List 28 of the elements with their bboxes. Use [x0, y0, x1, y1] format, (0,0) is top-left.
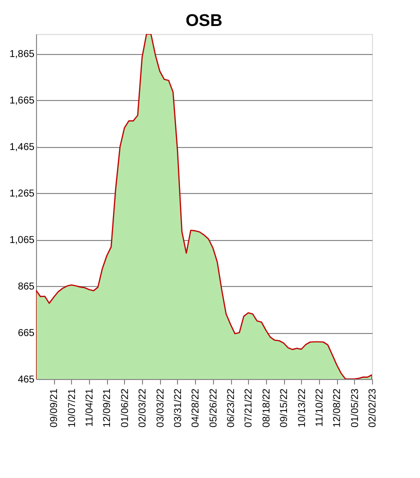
- chart-title: OSB: [186, 11, 222, 30]
- x-tick-label: 02/03/22: [138, 388, 149, 428]
- x-tick-label: 11/04/21: [84, 388, 96, 427]
- x-tick-label: 05/26/22: [208, 388, 220, 428]
- y-tick-label: 1,065: [9, 235, 35, 246]
- y-tick-label: 665: [18, 328, 35, 340]
- x-tick-label: 02/02/23: [368, 388, 378, 428]
- y-tick-label: 1,265: [9, 188, 35, 200]
- x-tick-label: 01/05/23: [350, 388, 361, 428]
- y-tick-label: 1,865: [9, 49, 35, 60]
- y-tick-label: 1,465: [9, 142, 35, 154]
- x-tick-label: 06/23/22: [226, 388, 238, 428]
- x-tick-label: 04/28/22: [190, 388, 202, 428]
- x-tick-label: 01/06/22: [120, 388, 131, 428]
- x-tick-label: 10/13/22: [296, 388, 308, 428]
- x-tick-label: 09/15/22: [279, 388, 290, 428]
- x-tick-label: 08/18/22: [261, 388, 272, 428]
- x-tick-label: 10/07/21: [66, 388, 78, 428]
- x-tick-label: 12/09/21: [102, 388, 114, 428]
- x-tick-label: 12/08/22: [332, 388, 344, 428]
- x-tick-label: 03/31/22: [172, 388, 184, 428]
- x-tick-label: 11/10/22: [314, 388, 326, 427]
- x-tick-label: 03/03/22: [155, 388, 166, 428]
- y-tick-label: 465: [18, 374, 35, 386]
- x-tick-label: 07/21/22: [244, 388, 255, 428]
- y-tick-label: 865: [18, 282, 35, 293]
- x-tick-label: 09/09/21: [49, 388, 60, 428]
- y-tick-label: 1,665: [9, 96, 35, 107]
